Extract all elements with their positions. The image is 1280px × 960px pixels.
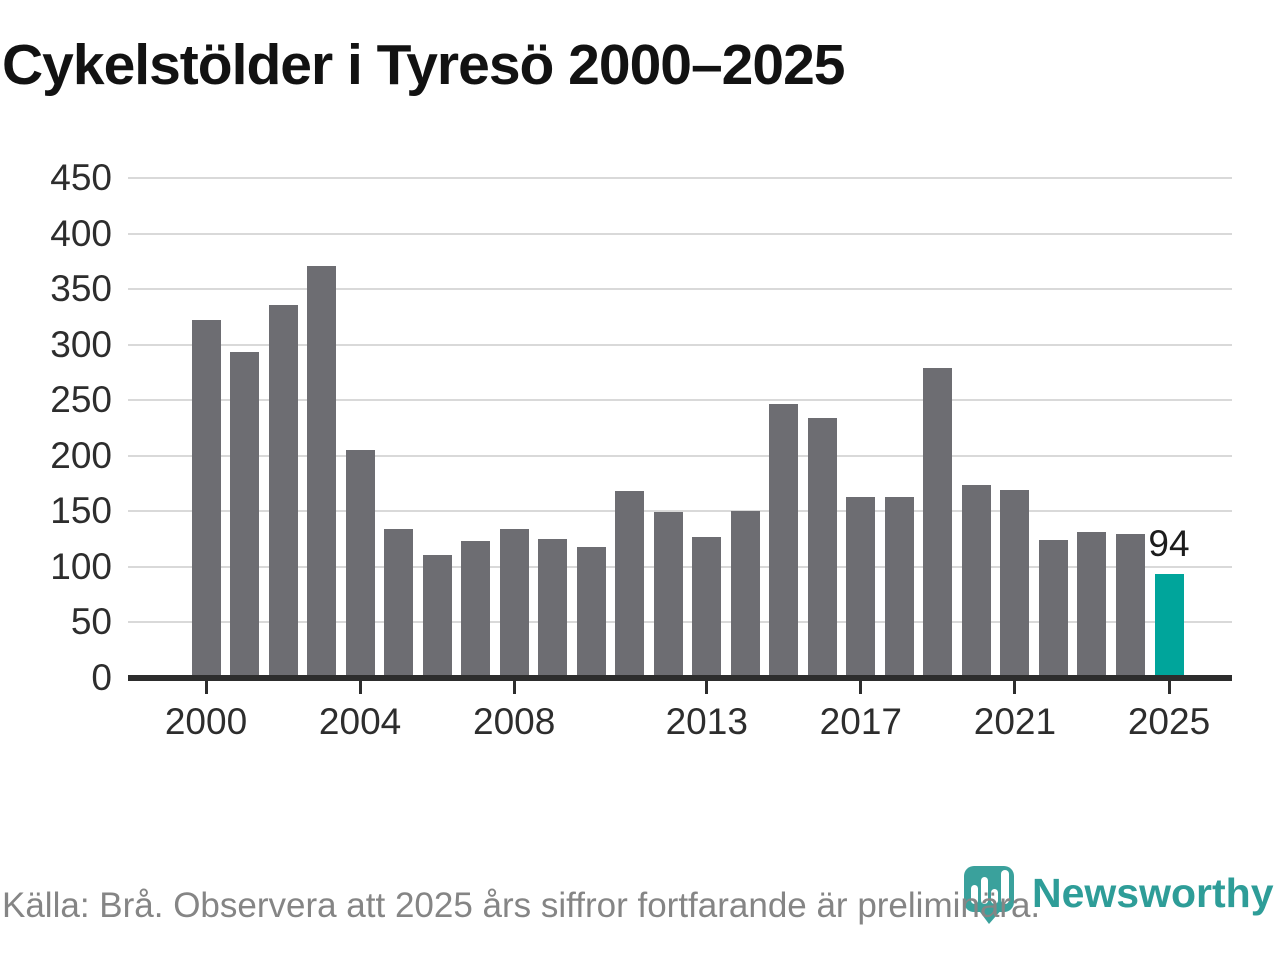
bar-2000 — [191, 320, 221, 678]
bar-2007 — [461, 541, 491, 678]
x-tick-2025 — [1167, 681, 1171, 694]
y-tick-label-350: 350 — [50, 268, 112, 310]
bar-2011 — [615, 491, 645, 678]
bar-2016 — [807, 418, 837, 678]
bar-2022 — [1038, 540, 1068, 678]
bar-2012 — [653, 512, 683, 678]
bar-2025 — [1154, 573, 1184, 678]
y-tick-label-100: 100 — [50, 545, 112, 587]
x-tick-2004 — [358, 681, 362, 694]
gridline-400 — [128, 232, 1232, 235]
source-note: Källa: Brå. Observera att 2025 års siffr… — [2, 886, 1041, 925]
bar-2019 — [923, 368, 953, 678]
x-axis-line — [128, 675, 1232, 681]
x-tick-label-2017: 2017 — [819, 701, 902, 742]
x-tick-label-2000: 2000 — [164, 701, 248, 742]
bar-2004 — [345, 450, 375, 678]
gridline-450 — [128, 177, 1232, 179]
bar-2001 — [230, 352, 260, 678]
y-tick-label-400: 400 — [50, 212, 112, 254]
bar-2006 — [422, 554, 452, 678]
x-tick-label-2008: 2008 — [473, 701, 556, 742]
highlight-value-label: 94 — [1148, 523, 1190, 564]
gridline-250 — [128, 399, 1232, 402]
gridline-200 — [128, 454, 1232, 457]
x-tick-2008 — [512, 681, 516, 694]
x-tick-label-2025: 2025 — [1127, 701, 1211, 742]
bar-2003 — [307, 265, 337, 678]
y-tick-label-250: 250 — [50, 379, 112, 421]
x-tick-label-2004: 2004 — [318, 701, 402, 742]
bar-2020 — [961, 484, 991, 678]
bar-2017 — [846, 496, 876, 678]
x-tick-2000 — [204, 681, 208, 694]
y-tick-label-0: 0 — [91, 657, 112, 698]
x-tick-label-2021: 2021 — [973, 701, 1057, 742]
x-tick-label-2013: 2013 — [665, 701, 748, 742]
y-tick-label-50: 50 — [70, 601, 112, 643]
x-tick-2017 — [859, 681, 863, 694]
y-tick-label-150: 150 — [50, 490, 112, 532]
bar-2024 — [1115, 533, 1145, 678]
bar-2005 — [384, 529, 414, 678]
bar-2009 — [538, 539, 568, 678]
bar-2008 — [499, 529, 529, 678]
newsworthy-logo-text: Newsworthy — [1032, 870, 1274, 916]
gridline-300 — [128, 343, 1232, 346]
y-tick-label-200: 200 — [50, 434, 112, 476]
y-tick-label-300: 300 — [50, 323, 112, 365]
bar-2010 — [576, 546, 606, 678]
chart-title: Cykelstölder i Tyresö 2000–2025 — [2, 33, 845, 97]
x-tick-2021 — [1013, 681, 1017, 694]
bar-2014 — [730, 511, 760, 678]
bar-2023 — [1077, 532, 1107, 678]
y-tick-label-450: 450 — [50, 157, 112, 198]
newsworthy-pin-icon — [964, 866, 1014, 924]
gridline-350 — [128, 288, 1232, 291]
bar-2002 — [268, 304, 298, 678]
bar-2018 — [884, 496, 914, 678]
bar-2013 — [692, 536, 722, 678]
gridline-150 — [128, 510, 1232, 513]
bar-2021 — [1000, 490, 1030, 678]
x-tick-2013 — [705, 681, 709, 694]
bar-2015 — [769, 403, 799, 678]
